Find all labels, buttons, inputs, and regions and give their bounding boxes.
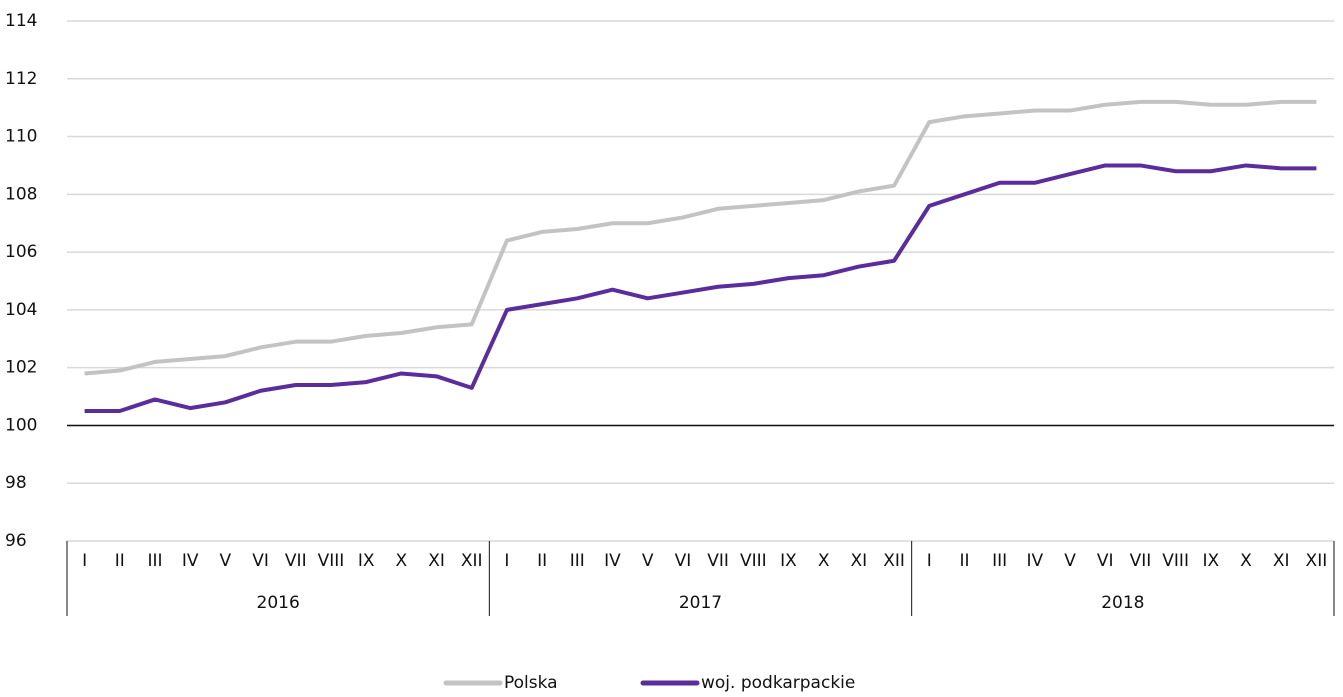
x-tick-label: IV [182,551,199,571]
x-tick-label: VI [675,551,692,571]
x-tick-label: XI [428,551,445,571]
x-tick-label: VII [707,551,729,571]
x-tick-label: IX [358,551,375,571]
x-tick-label: IX [1202,551,1219,571]
x-tick-label: I [82,551,87,571]
y-tick-label: 110 [5,127,37,147]
x-group-label: 2016 [257,593,300,613]
x-tick-label: V [220,551,232,571]
x-tick-label: XII [883,551,905,571]
x-tick-label: X [818,551,830,571]
x-tick-label: V [1064,551,1076,571]
x-tick-label: I [927,551,932,571]
y-tick-label: 114 [5,11,37,31]
y-tick-label: 96 [5,531,27,551]
y-tick-label: 104 [5,300,37,320]
legend-label: woj. podkarpackie [701,673,855,693]
x-tick-label: VII [1130,551,1152,571]
x-tick-label: V [642,551,654,571]
x-tick-label: II [959,551,969,571]
x-tick-label: VI [252,551,269,571]
x-group-label: 2018 [1101,593,1144,613]
x-tick-label: XI [1273,551,1290,571]
x-tick-label: II [537,551,547,571]
x-tick-label: III [570,551,585,571]
x-tick-label: XI [851,551,868,571]
x-tick-label: X [396,551,408,571]
y-tick-label: 102 [5,358,37,378]
x-tick-label: IV [604,551,621,571]
x-group-label: 2017 [679,593,722,613]
x-tick-label: VIII [740,551,767,571]
series-line [84,99,1317,376]
legend-label: Polska [504,673,558,693]
x-tick-label: VI [1097,551,1114,571]
y-tick-label: 98 [5,473,27,493]
x-tick-label: XII [1306,551,1328,571]
x-tick-label: IX [780,551,797,571]
series-line [84,163,1317,413]
y-tick-label: 108 [5,184,37,204]
x-tick-label: III [147,551,162,571]
x-tick-label: I [504,551,509,571]
y-tick-label: 106 [5,242,37,262]
x-tick-label: XII [461,551,483,571]
x-tick-label: II [115,551,125,571]
y-tick-label: 100 [5,415,37,435]
x-tick-label: X [1240,551,1252,571]
x-tick-label: VIII [1162,551,1189,571]
x-tick-label: VII [285,551,307,571]
x-tick-label: IV [1027,551,1044,571]
x-tick-label: VIII [318,551,345,571]
y-tick-label: 112 [5,69,37,89]
x-tick-label: III [992,551,1007,571]
